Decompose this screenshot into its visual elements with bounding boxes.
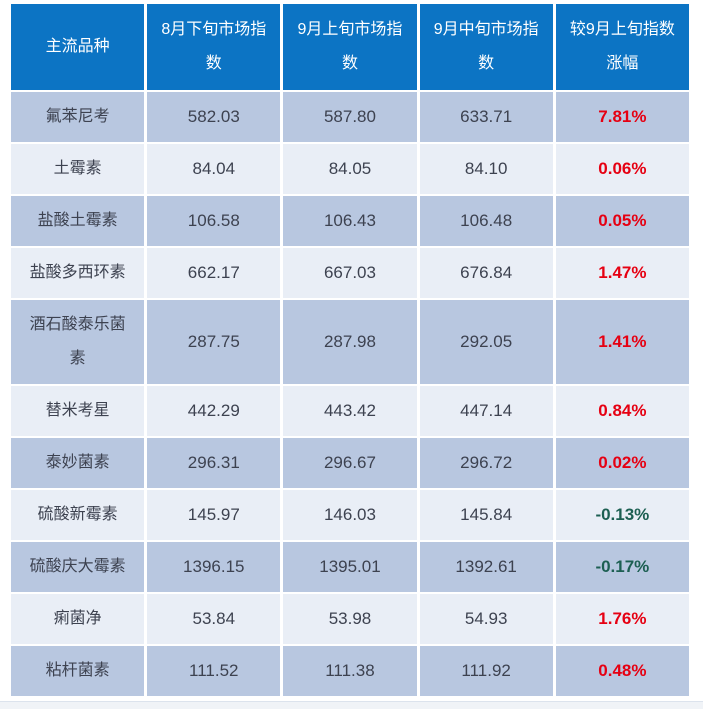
change-value: 0.06% xyxy=(555,144,689,194)
index-value-early-sep: 146.03 xyxy=(283,490,417,540)
index-value-late-aug: 442.29 xyxy=(147,386,281,436)
table-row: 替米考星 442.29 443.42 447.14 0.84% xyxy=(11,386,689,436)
index-value-mid-sep: 145.84 xyxy=(419,490,553,540)
index-value-mid-sep: 1392.61 xyxy=(419,542,553,592)
index-value-late-aug: 662.17 xyxy=(147,248,281,298)
table-row: 盐酸多西环素 662.17 667.03 676.84 1.47% xyxy=(11,248,689,298)
table-row: 酒石酸泰乐菌 素 287.75 287.98 292.05 1.41% xyxy=(11,300,689,384)
col-header-early-sep: 9月上旬市场指 数 xyxy=(283,4,417,90)
variety-name: 泰妙菌素 xyxy=(11,438,145,488)
index-value-late-aug: 84.04 xyxy=(147,144,281,194)
change-value: 0.05% xyxy=(555,196,689,246)
index-value-mid-sep: 676.84 xyxy=(419,248,553,298)
market-index-table: 主流品种 8月下旬市场指 数 9月上旬市场指 数 9月中旬市场指 数 较9月上旬… xyxy=(8,2,692,698)
change-value: 1.41% xyxy=(555,300,689,384)
variety-name: 硫酸庆大霉素 xyxy=(11,542,145,592)
index-value-early-sep: 667.03 xyxy=(283,248,417,298)
index-value-mid-sep: 54.93 xyxy=(419,594,553,644)
variety-name: 粘杆菌素 xyxy=(11,646,145,696)
table-row: 盐酸土霉素 106.58 106.43 106.48 0.05% xyxy=(11,196,689,246)
index-value-late-aug: 296.31 xyxy=(147,438,281,488)
index-value-early-sep: 1395.01 xyxy=(283,542,417,592)
variety-name: 氟苯尼考 xyxy=(11,92,145,142)
table-header: 主流品种 8月下旬市场指 数 9月上旬市场指 数 9月中旬市场指 数 较9月上旬… xyxy=(11,4,689,90)
variety-name: 盐酸多西环素 xyxy=(11,248,145,298)
index-value-early-sep: 296.67 xyxy=(283,438,417,488)
variety-name: 酒石酸泰乐菌 素 xyxy=(11,300,145,384)
index-value-mid-sep: 447.14 xyxy=(419,386,553,436)
table-row: 泰妙菌素 296.31 296.67 296.72 0.02% xyxy=(11,438,689,488)
col-header-change: 较9月上旬指数 涨幅 xyxy=(555,4,689,90)
header-row: 主流品种 8月下旬市场指 数 9月上旬市场指 数 9月中旬市场指 数 较9月上旬… xyxy=(11,4,689,90)
table-row: 氟苯尼考 582.03 587.80 633.71 7.81% xyxy=(11,92,689,142)
index-value-mid-sep: 633.71 xyxy=(419,92,553,142)
index-value-early-sep: 111.38 xyxy=(283,646,417,696)
index-value-late-aug: 145.97 xyxy=(147,490,281,540)
change-value: -0.13% xyxy=(555,490,689,540)
variety-name: 硫酸新霉素 xyxy=(11,490,145,540)
index-value-late-aug: 106.58 xyxy=(147,196,281,246)
change-value: 1.47% xyxy=(555,248,689,298)
variety-name: 土霉素 xyxy=(11,144,145,194)
index-value-early-sep: 587.80 xyxy=(283,92,417,142)
change-value: 1.76% xyxy=(555,594,689,644)
index-value-early-sep: 84.05 xyxy=(283,144,417,194)
index-value-early-sep: 287.98 xyxy=(283,300,417,384)
index-value-mid-sep: 106.48 xyxy=(419,196,553,246)
index-value-early-sep: 443.42 xyxy=(283,386,417,436)
table-row: 粘杆菌素 111.52 111.38 111.92 0.48% xyxy=(11,646,689,696)
index-value-mid-sep: 292.05 xyxy=(419,300,553,384)
col-header-variety: 主流品种 xyxy=(11,4,145,90)
variety-name: 痢菌净 xyxy=(11,594,145,644)
index-value-late-aug: 582.03 xyxy=(147,92,281,142)
index-value-mid-sep: 84.10 xyxy=(419,144,553,194)
table-body: 氟苯尼考 582.03 587.80 633.71 7.81% 土霉素 84.0… xyxy=(11,92,689,696)
change-value: 7.81% xyxy=(555,92,689,142)
table-row: 土霉素 84.04 84.05 84.10 0.06% xyxy=(11,144,689,194)
variety-name: 替米考星 xyxy=(11,386,145,436)
index-value-late-aug: 287.75 xyxy=(147,300,281,384)
index-value-mid-sep: 296.72 xyxy=(419,438,553,488)
change-value: 0.02% xyxy=(555,438,689,488)
table-row: 硫酸新霉素 145.97 146.03 145.84 -0.13% xyxy=(11,490,689,540)
index-value-mid-sep: 111.92 xyxy=(419,646,553,696)
bottom-divider xyxy=(0,701,703,709)
change-value: -0.17% xyxy=(555,542,689,592)
index-value-early-sep: 106.43 xyxy=(283,196,417,246)
col-header-mid-sep: 9月中旬市场指 数 xyxy=(419,4,553,90)
index-value-late-aug: 53.84 xyxy=(147,594,281,644)
table-row: 硫酸庆大霉素 1396.15 1395.01 1392.61 -0.17% xyxy=(11,542,689,592)
table-row: 痢菌净 53.84 53.98 54.93 1.76% xyxy=(11,594,689,644)
change-value: 0.84% xyxy=(555,386,689,436)
variety-name: 盐酸土霉素 xyxy=(11,196,145,246)
change-value: 0.48% xyxy=(555,646,689,696)
index-value-late-aug: 1396.15 xyxy=(147,542,281,592)
index-value-late-aug: 111.52 xyxy=(147,646,281,696)
col-header-late-aug: 8月下旬市场指 数 xyxy=(147,4,281,90)
index-value-early-sep: 53.98 xyxy=(283,594,417,644)
